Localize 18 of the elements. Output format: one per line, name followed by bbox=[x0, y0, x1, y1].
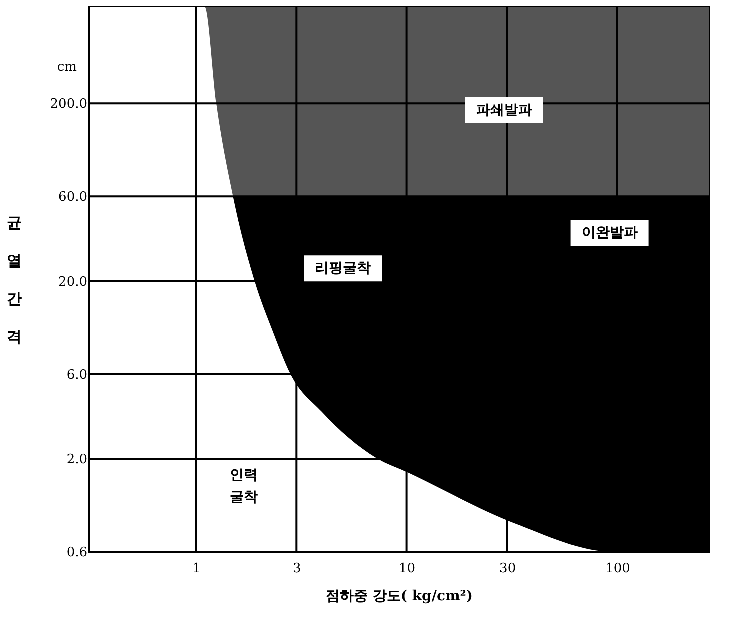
text: cm bbox=[57, 60, 77, 75]
x-tick-label: 1 bbox=[192, 562, 201, 576]
y-tick-label: 0.6 bbox=[66, 546, 88, 560]
y-tick-label: 2.0 bbox=[66, 452, 88, 468]
x-tick-label: 3 bbox=[293, 562, 302, 576]
annotation: 파쇄발파 bbox=[476, 102, 532, 119]
y-tick-label: 6.0 bbox=[66, 368, 88, 383]
annotation: 인력 굴착 bbox=[230, 468, 258, 506]
y-tick-label: 20.0 bbox=[58, 274, 88, 290]
x-tick-label: 10 bbox=[399, 562, 416, 576]
y-tick-label: 200.0 bbox=[50, 97, 88, 112]
text: 균열간격 bbox=[7, 214, 22, 346]
y-tick-label: 60.0 bbox=[58, 190, 88, 206]
x-tick-label: 100 bbox=[606, 562, 630, 576]
x-axis-title: 점하중 강도( kg/cm²) bbox=[326, 588, 474, 604]
annotation: 이완발파 bbox=[582, 225, 638, 242]
annotation: 리핑굴착 bbox=[315, 260, 372, 277]
x-tick-label: 30 bbox=[500, 562, 516, 576]
